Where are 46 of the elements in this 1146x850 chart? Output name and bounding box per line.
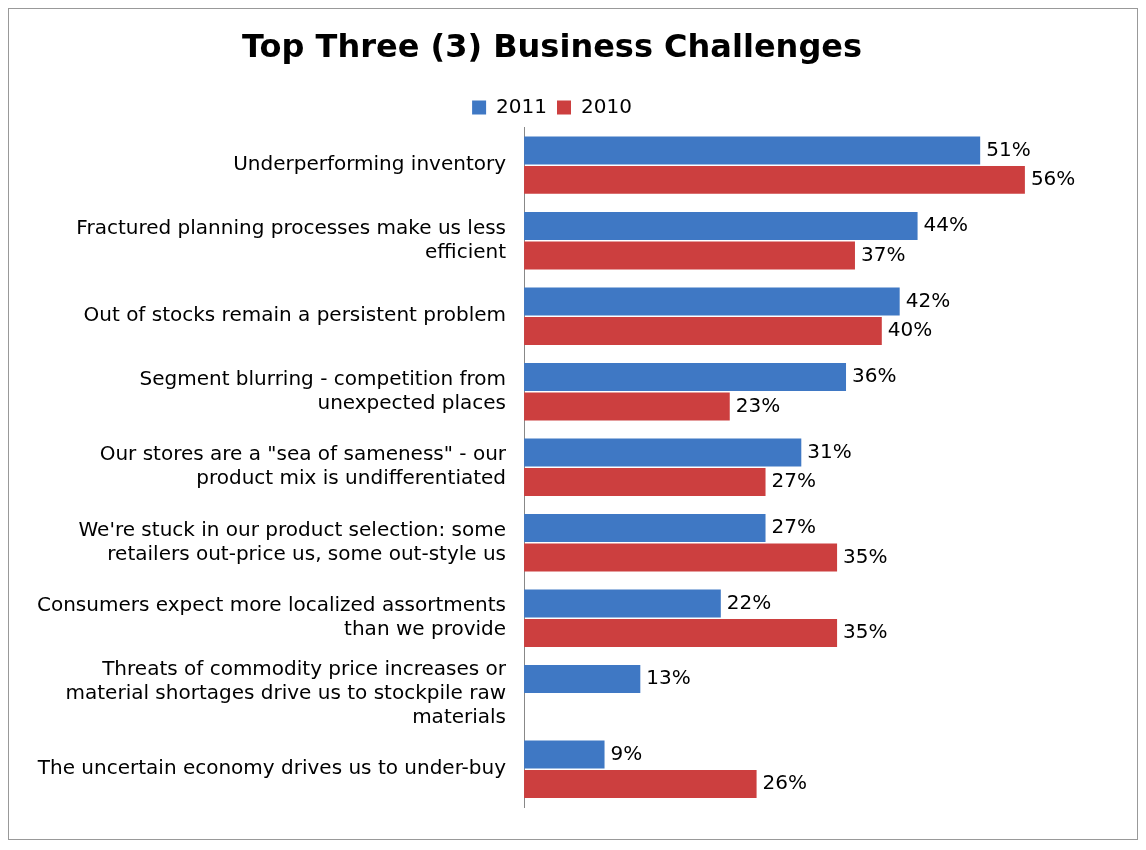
data-label: 13%	[646, 665, 691, 690]
y-tick-label: Fractured planning processes make us less efficient	[76, 214, 507, 263]
data-label: 35%	[843, 543, 888, 568]
bar	[524, 467, 766, 496]
data-label: 9%	[610, 740, 643, 765]
bar	[524, 392, 730, 421]
bar	[524, 165, 1025, 194]
data-label: 23%	[735, 392, 781, 417]
bar	[524, 740, 605, 769]
bar	[524, 665, 641, 693]
y-tick-label: We're stuck in our product selection: some retailers out-price us, some out-style us	[78, 516, 507, 565]
bar	[524, 543, 838, 572]
data-label: 56%	[1030, 166, 1076, 191]
legend-label: 2011	[496, 93, 548, 118]
legend-label: 2010	[581, 93, 632, 118]
data-label: 37%	[860, 241, 906, 266]
bar	[524, 316, 882, 345]
data-label: 31%	[807, 438, 852, 463]
bar	[524, 241, 855, 270]
bar	[524, 362, 847, 391]
data-label: 27%	[771, 514, 816, 539]
data-label: 40%	[887, 317, 933, 342]
y-tick-label: Out of stocks remain a persistent problem	[83, 302, 507, 327]
data-label: 36%	[852, 363, 897, 388]
bar	[524, 589, 721, 618]
y-tick-label: Underperforming inventory	[233, 151, 507, 176]
data-label: 44%	[923, 212, 969, 237]
y-tick-label: The uncertain economy drives us to under-buy	[36, 755, 507, 780]
data-label: 51%	[986, 136, 1031, 161]
y-tick-label: Consumers expect more localized assortments than we provide	[37, 592, 507, 641]
data-label: 26%	[762, 770, 808, 795]
data-label: 35%	[843, 619, 888, 644]
bar	[524, 769, 757, 798]
bar	[524, 438, 802, 467]
y-tick-label: Our stores are a "sea of sameness" - our product mix is undifferentiated	[99, 441, 507, 490]
bar	[524, 514, 766, 542]
y-tick-label: Threats of commodity price increases or material shortages drive us to stockpile raw materials	[65, 655, 507, 728]
data-label: 27%	[771, 468, 816, 493]
data-label: 42%	[905, 287, 951, 312]
chart-title: Top Three (3) Business Challenges	[241, 26, 863, 65]
y-tick-label: Segment blurring - competition from unexpected places	[139, 365, 507, 414]
bar	[524, 287, 900, 316]
bar	[524, 136, 981, 165]
bar	[524, 618, 838, 647]
bar	[524, 211, 918, 240]
data-label: 22%	[726, 589, 772, 614]
